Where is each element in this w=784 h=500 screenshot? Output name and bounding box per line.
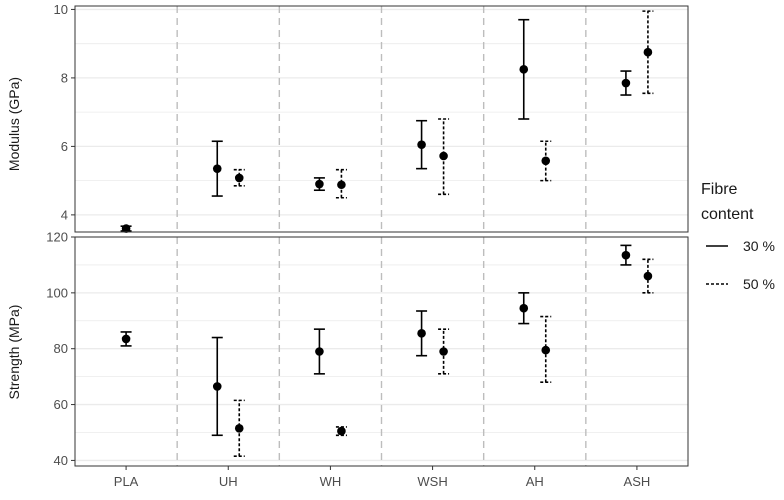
mean-point	[621, 250, 631, 260]
errorbar-ah-30	[518, 18, 530, 120]
errorbar-ah-50	[540, 315, 552, 384]
mean-point	[643, 47, 653, 57]
y-tick-label: 10	[54, 2, 68, 17]
mean-point	[643, 271, 653, 281]
y-tick-label: 80	[54, 341, 68, 356]
legend-label-50: 50 %	[743, 276, 775, 292]
mean-point	[121, 334, 131, 344]
errorbar-pla-30	[120, 224, 132, 233]
errorbar-wh-50	[335, 426, 347, 437]
mean-point	[234, 423, 244, 433]
mean-point	[212, 164, 222, 173]
errorbar-ash-50	[642, 10, 654, 95]
mean-point	[519, 65, 529, 74]
legend-label-30: 30 %	[743, 238, 775, 254]
errorbar-ah-30	[518, 292, 530, 325]
panel-border	[74, 5, 689, 233]
x-tick-label-ash: ASH	[624, 474, 651, 489]
x-tick-label-uh: UH	[219, 474, 238, 489]
x-tick-label-pla: PLA	[114, 474, 139, 489]
errorbar-uh-50	[233, 168, 245, 187]
mean-point	[417, 140, 426, 149]
y-tick-label: 8	[61, 70, 68, 85]
mean-point	[417, 329, 426, 338]
mean-point	[212, 382, 222, 391]
mean-point	[541, 156, 551, 166]
mean-point	[439, 151, 448, 161]
mean-point	[439, 347, 448, 356]
errorbar-ash-30	[620, 70, 632, 96]
errorbar-wsh-50	[438, 328, 450, 375]
legend-title-line-2: content	[701, 206, 754, 223]
errorbar-wh-30	[313, 177, 325, 192]
y-tick-label: 100	[46, 285, 68, 300]
y-tick-label: 120	[46, 230, 68, 245]
mean-point	[121, 224, 131, 233]
errorbar-wsh-30	[416, 310, 428, 357]
x-tick-label-wh: WH	[320, 474, 342, 489]
errorbar-ah-50	[540, 140, 552, 182]
errorbar-wh-50	[335, 168, 347, 199]
mean-point	[519, 303, 529, 313]
mean-point	[315, 347, 324, 356]
x-tick-label-wsh: WSH	[417, 474, 447, 489]
mean-point	[234, 173, 244, 183]
panel-border	[74, 236, 689, 467]
errorbar-ash-50	[642, 258, 654, 294]
errorbar-uh-30	[211, 140, 223, 197]
errorbar-wsh-50	[438, 118, 450, 196]
y-tick-label: 60	[54, 397, 68, 412]
errorbar-wh-30	[313, 328, 325, 375]
mean-point	[541, 345, 551, 355]
errorbar-wsh-30	[416, 119, 428, 170]
errorbar-ash-30	[620, 244, 632, 266]
y-tick-label: 40	[54, 453, 68, 468]
mean-point	[337, 426, 346, 436]
modulus-panel: 4 6 8 10	[54, 2, 689, 233]
mean-point	[337, 180, 346, 190]
errorbar-pla-30	[120, 331, 132, 347]
strength-panel: 40 60 80 100 120	[46, 230, 689, 468]
y-axis-title-modulus: Modulus (GPa)	[6, 77, 22, 171]
x-axis: PLA UH WH WSH AH ASH	[114, 466, 650, 489]
y-axis-title-strength: Strength (MPa)	[6, 305, 22, 400]
y-tick-label: 4	[61, 207, 68, 222]
x-tick-label-ah: AH	[526, 474, 544, 489]
errorbar-uh-30	[211, 336, 223, 437]
mean-point	[621, 78, 631, 88]
legend-title-line-1: Fibre	[701, 181, 738, 198]
legend: Fibre content 30 % 50 %	[701, 181, 775, 292]
mean-point	[315, 179, 324, 189]
errorbar-uh-50	[233, 399, 245, 458]
y-tick-label: 6	[61, 139, 68, 154]
